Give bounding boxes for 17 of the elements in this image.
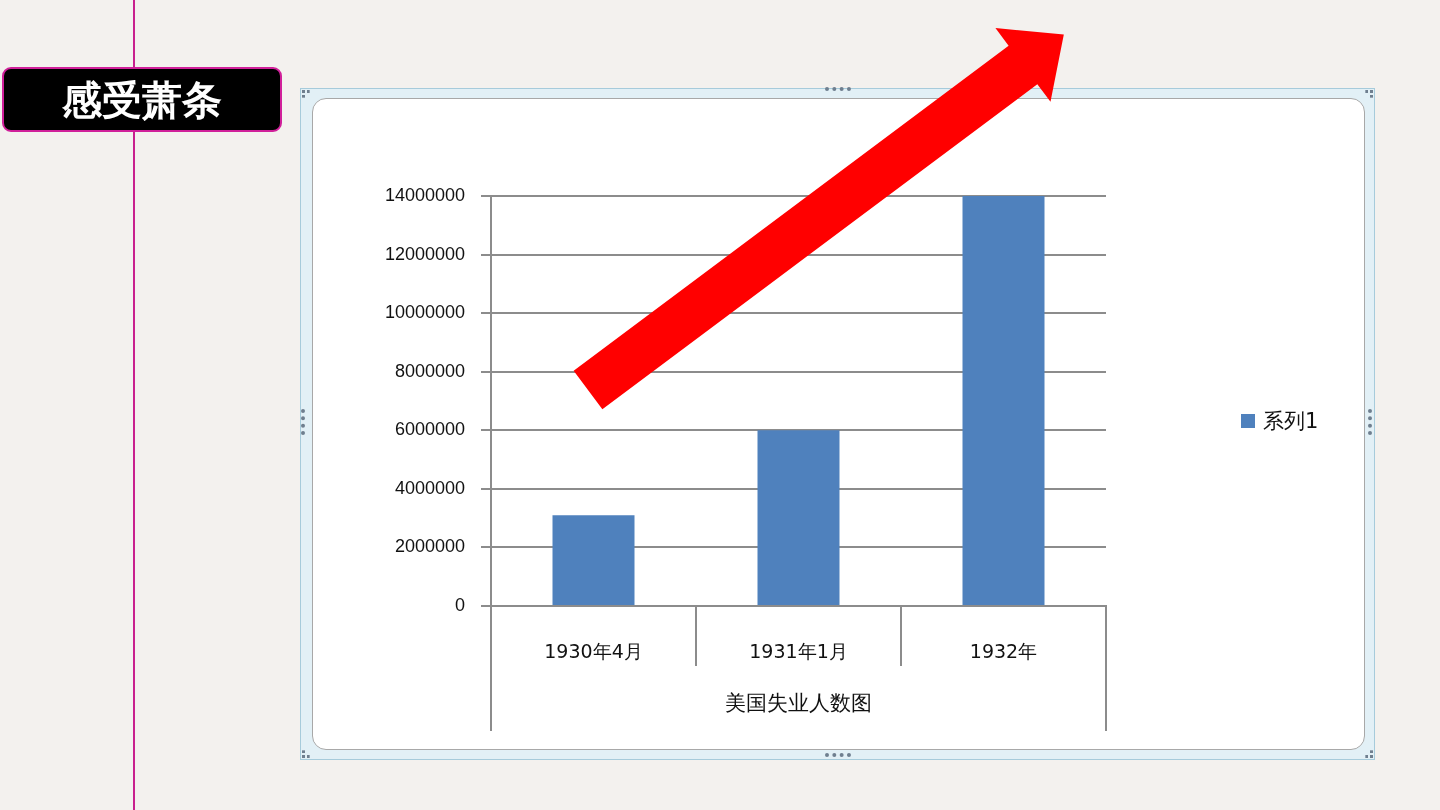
y-tick-label: 8000000	[394, 360, 465, 381]
y-tick-label: 2000000	[394, 536, 465, 557]
y-tick-label: 12000000	[384, 243, 465, 264]
legend-label: 系列1	[1263, 408, 1319, 435]
bar	[552, 515, 635, 605]
y-tick-label: 0	[454, 594, 465, 615]
y-tick-label: 4000000	[394, 477, 465, 498]
text: 感受萧条	[62, 76, 222, 123]
x-tick-label: 1932年	[969, 640, 1038, 663]
y-tick-label: 10000000	[384, 302, 465, 323]
x-tick-label: 1930年4月	[544, 640, 643, 663]
bar	[757, 430, 840, 605]
x-axis-title: 美国失业人数图	[725, 690, 872, 715]
y-tick-label: 6000000	[394, 419, 465, 440]
x-tick-label: 1931年1月	[749, 640, 848, 663]
bar	[962, 196, 1045, 605]
y-tick-label: 14000000	[384, 184, 465, 205]
